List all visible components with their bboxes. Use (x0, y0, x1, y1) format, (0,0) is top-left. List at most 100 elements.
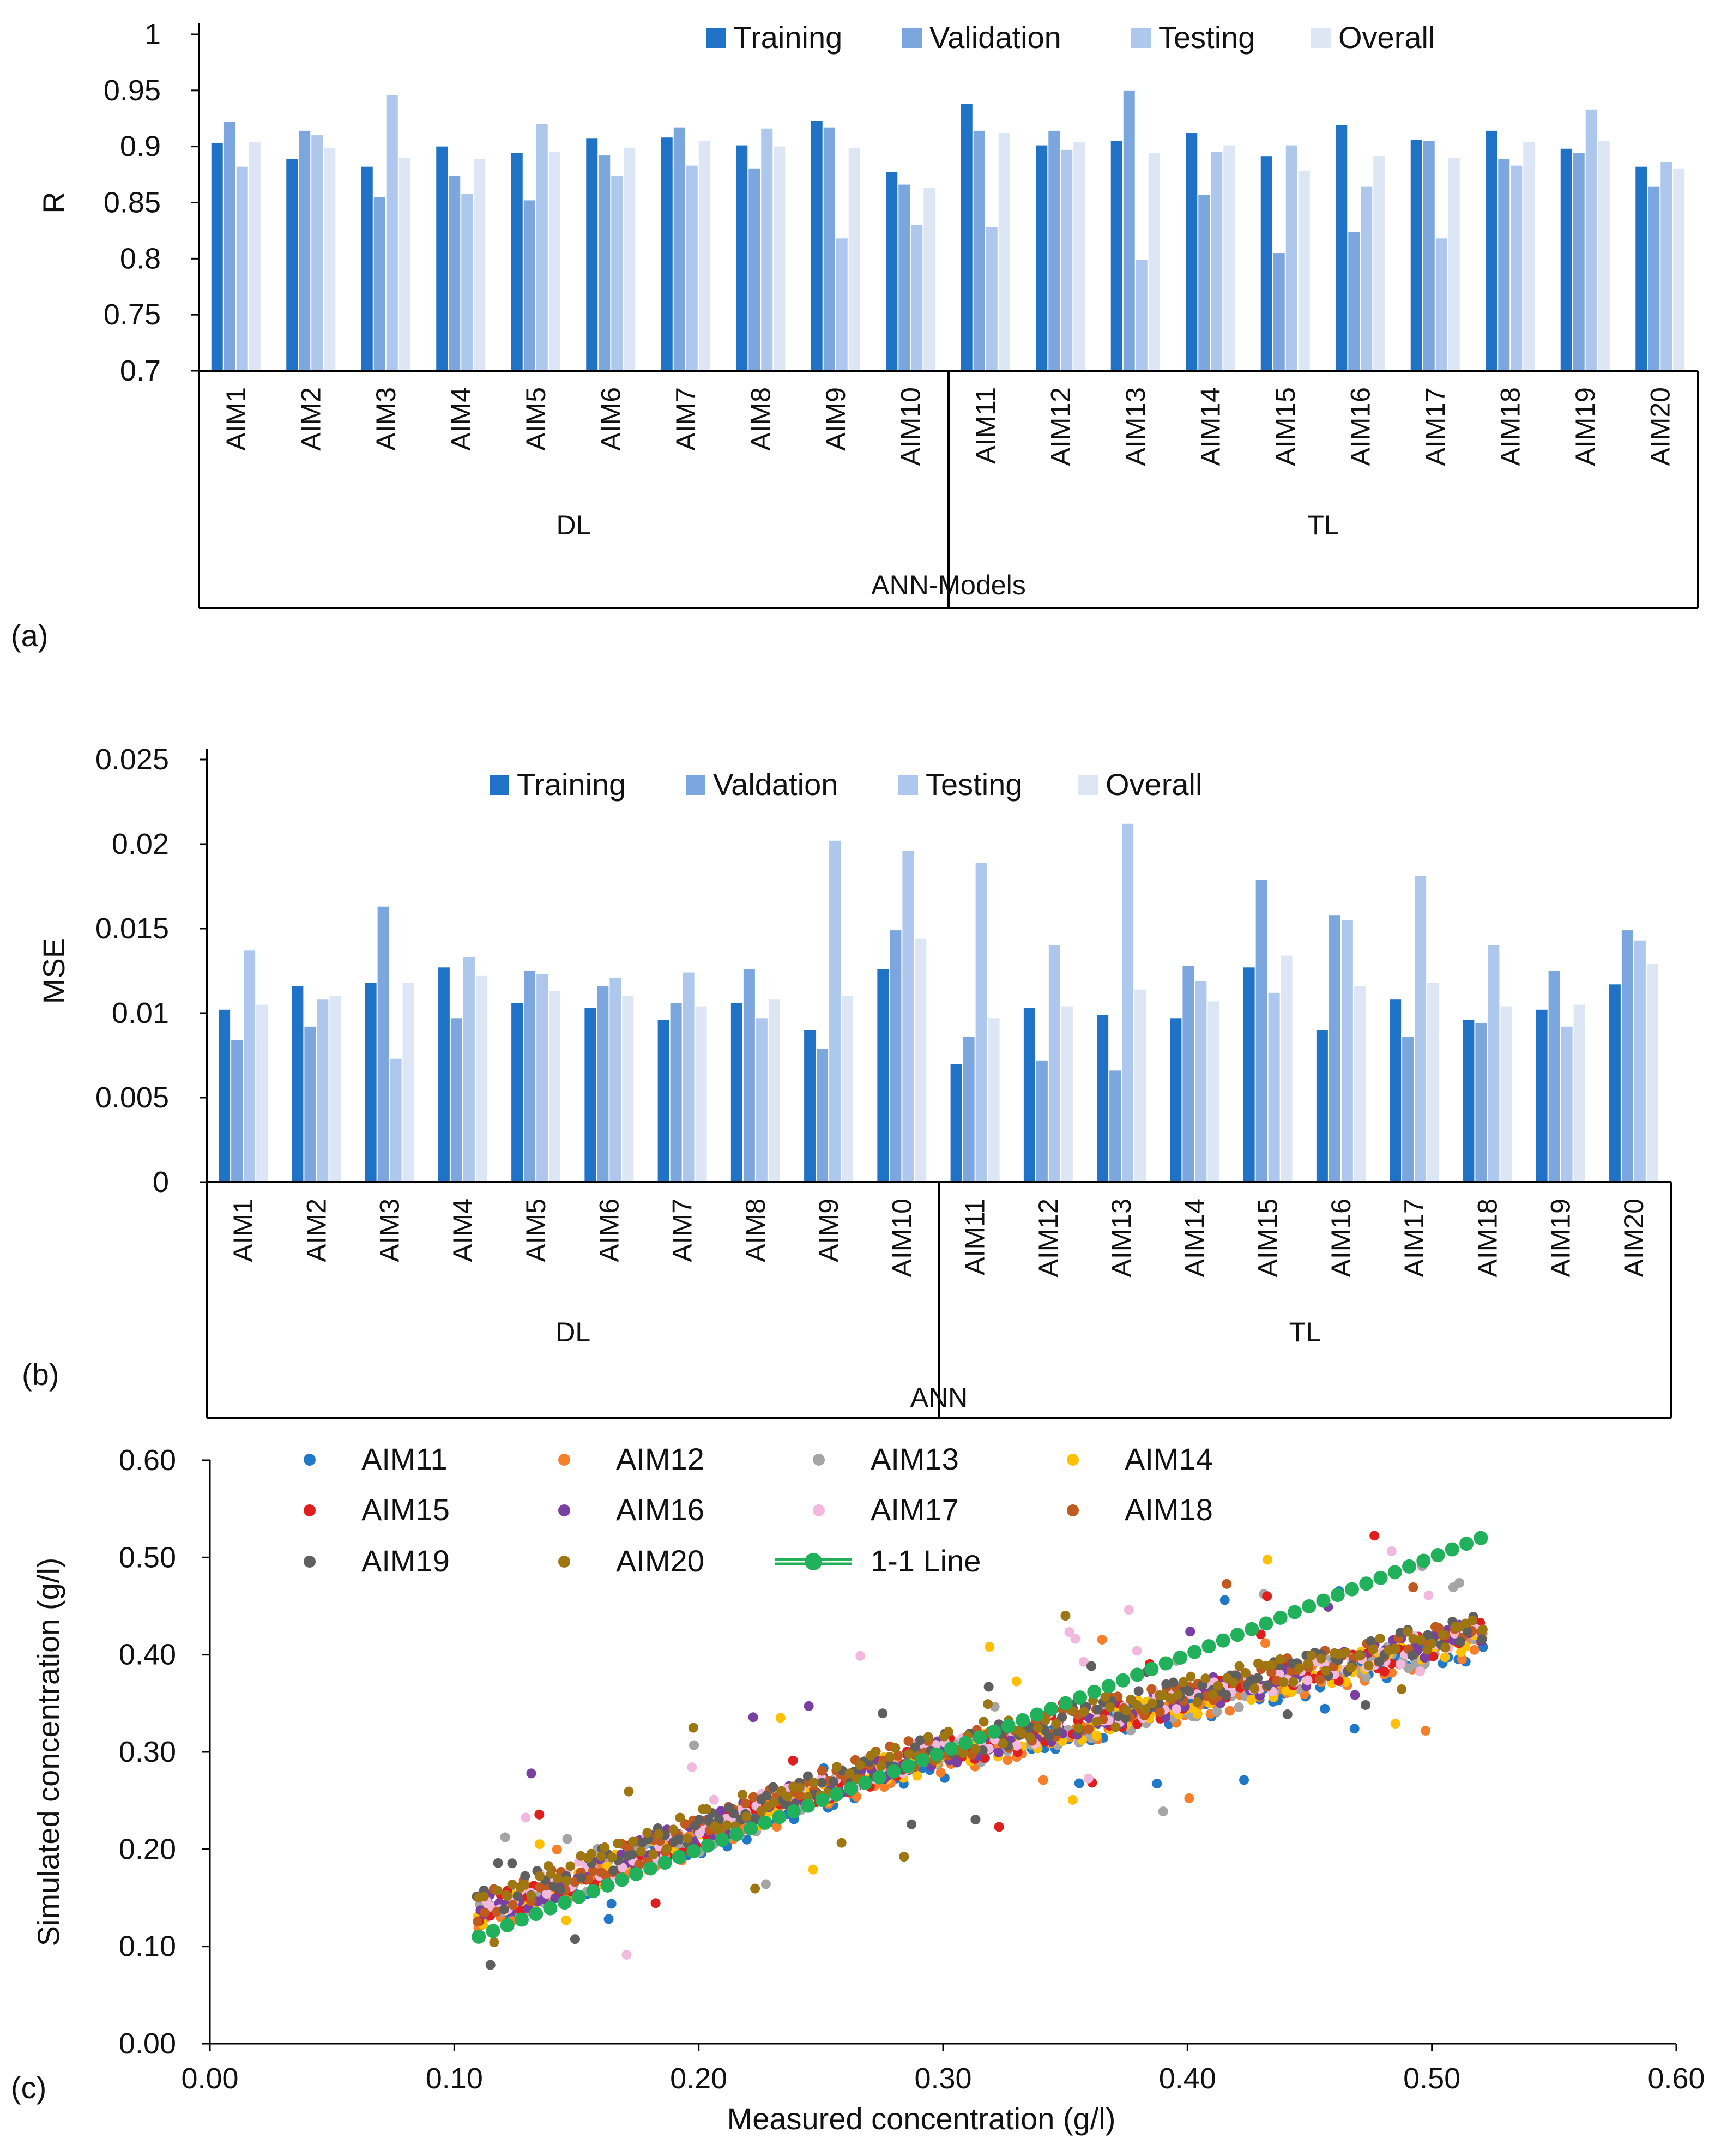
group-label: TL (1289, 1317, 1321, 1347)
one-to-one-marker (1316, 1593, 1331, 1608)
bar-testing-aim6 (609, 977, 621, 1182)
point-aim20 (794, 1782, 805, 1793)
y-tick-label: 0.50 (119, 1541, 176, 1574)
bar-validation-aim11 (973, 130, 985, 371)
scatter-points (472, 1531, 1488, 1970)
point-aim19 (512, 1891, 523, 1901)
bar-overall-aim8 (774, 146, 786, 371)
point-aim19 (1462, 1626, 1472, 1636)
one-to-one-marker (1187, 1645, 1202, 1659)
bar-testing-aim3 (390, 1058, 402, 1182)
point-aim11 (1349, 1724, 1360, 1734)
one-to-one-marker (786, 1804, 801, 1819)
point-aim20 (1091, 1717, 1102, 1727)
bar-overall-aim20 (1673, 168, 1685, 371)
one-to-one-marker (729, 1827, 744, 1841)
bar-overall-aim3 (398, 158, 410, 371)
bar-testing-aim2 (311, 135, 323, 371)
one-to-one-marker (1030, 1707, 1044, 1722)
point-aim14 (1192, 1708, 1203, 1719)
one-to-one-marker (600, 1878, 615, 1893)
point-aim19 (499, 1904, 509, 1914)
point-aim19 (570, 1934, 580, 1944)
point-aim11 (1239, 1775, 1249, 1785)
point-aim19 (762, 1790, 772, 1800)
x-category-label: AIM14 (1179, 1199, 1210, 1278)
point-aim20 (479, 1892, 489, 1902)
one-to-one-marker (672, 1850, 686, 1864)
point-aim20 (534, 1871, 545, 1881)
bar-testing-aim4 (461, 194, 473, 371)
bar-valdation-aim17 (1402, 1037, 1414, 1182)
bar-validation-aim18 (1498, 159, 1510, 371)
legend-swatch-overall (1078, 775, 1098, 795)
bar-overall-aim8 (768, 999, 780, 1182)
legend-swatch-training (706, 28, 726, 48)
point-aim20 (1339, 1648, 1350, 1658)
one-to-one-marker (801, 1798, 816, 1813)
point-aim18 (1146, 1684, 1157, 1694)
y-axis-title: MSE (37, 938, 71, 1004)
bar-training-aim8 (730, 1003, 742, 1182)
bar-training-aim14 (1170, 1018, 1182, 1182)
point-aim12 (1184, 1793, 1194, 1803)
bar-testing-aim8 (756, 1018, 768, 1182)
point-aim14 (1246, 1695, 1257, 1705)
x-category-label: AIM10 (886, 1199, 917, 1278)
one-to-one-marker (1430, 1548, 1445, 1563)
legend-label-testing: Testing (926, 767, 1022, 802)
bar-testing-aim15 (1285, 145, 1297, 371)
x-category-label: AIM6 (595, 387, 626, 451)
legend-swatch-valdation (686, 775, 705, 795)
legend-marker-aim12 (558, 1454, 570, 1466)
y-tick-label: 0.9 (120, 130, 161, 163)
point-aim20 (702, 1804, 712, 1814)
point-aim19 (1455, 1636, 1465, 1647)
legend-swatch-testing (898, 775, 918, 795)
bar-overall-aim16 (1373, 156, 1385, 371)
bar-overall-aim13 (1134, 989, 1146, 1182)
point-aim17 (709, 1794, 719, 1805)
one-to-one-marker (529, 1907, 544, 1922)
point-aim19 (1360, 1700, 1370, 1710)
point-aim20 (1316, 1653, 1326, 1664)
x-tick-label: 0.60 (1647, 2062, 1705, 2095)
point-aim20 (1140, 1704, 1150, 1714)
x-category-label: AIM5 (521, 1199, 551, 1262)
point-aim19 (970, 1815, 981, 1825)
point-aim12 (1097, 1634, 1107, 1645)
bar-training-aim19 (1536, 1009, 1548, 1182)
point-aim15 (788, 1755, 798, 1766)
x-category-label: AIM9 (820, 387, 851, 451)
bar-training-aim10 (877, 969, 889, 1182)
legend-label-valdation: Valdation (713, 767, 838, 802)
point-aim17 (541, 1889, 552, 1899)
point-aim20 (876, 1761, 886, 1771)
x-category-label: AIM12 (1033, 1199, 1064, 1278)
bar-valdation-aim19 (1548, 971, 1560, 1182)
point-aim20 (682, 1833, 692, 1844)
one-to-one-marker (472, 1929, 486, 1944)
bar-valdation-aim20 (1621, 930, 1633, 1182)
one-to-one-marker (1087, 1684, 1102, 1699)
x-category-label: AIM2 (301, 1199, 331, 1262)
legend-label-aim16: AIM16 (616, 1492, 704, 1527)
bar-overall-aim4 (475, 975, 487, 1182)
point-aim16 (1420, 1653, 1430, 1663)
one-to-one-marker (643, 1861, 658, 1876)
point-aim16 (993, 1748, 1004, 1758)
x-category-label: AIM14 (1195, 387, 1225, 466)
point-aim13 (500, 1832, 510, 1842)
one-to-one-marker (858, 1775, 873, 1790)
one-to-one-marker (1001, 1719, 1016, 1733)
point-aim20 (607, 1852, 617, 1863)
bar-training-aim4 (436, 146, 448, 371)
bar-testing-aim13 (1122, 823, 1134, 1182)
bar-testing-aim10 (902, 851, 914, 1182)
point-aim11 (741, 1834, 752, 1845)
legend-marker-aim16 (558, 1504, 570, 1516)
bar-training-aim10 (886, 172, 898, 371)
one-to-one-marker (1273, 1610, 1288, 1625)
bar-overall-aim7 (698, 141, 710, 371)
point-aim20 (923, 1732, 933, 1742)
